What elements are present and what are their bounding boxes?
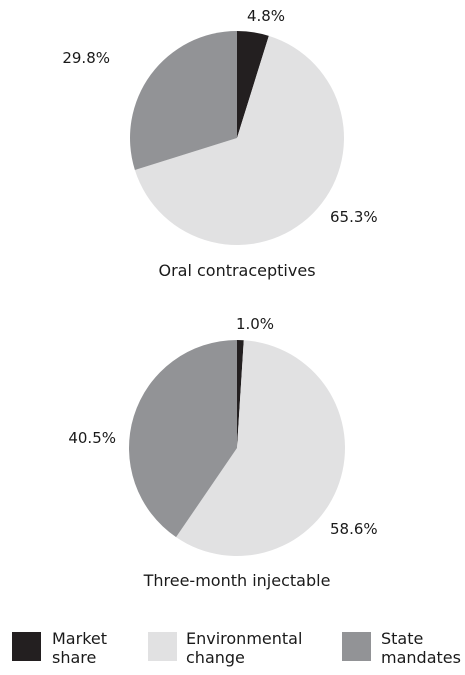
data-label-state-mandates: 40.5% [68, 429, 116, 447]
pie-slice-environmental-change [134, 35, 345, 246]
data-label-market-share: 1.0% [236, 315, 274, 333]
pie-title: Oral contraceptives [158, 261, 315, 280]
legend-swatch [342, 632, 371, 661]
pie-slice-state-mandates [129, 340, 237, 538]
data-label-environmental-change: 65.3% [330, 208, 378, 226]
legend-swatch [148, 632, 177, 661]
data-label-market-share: 4.8% [247, 7, 285, 25]
pie-title: Three-month injectable [143, 571, 331, 590]
pie-slice-market-share [237, 340, 244, 448]
pie-chart-oral-contraceptives: 4.8% 65.3% 29.8% Oral contraceptives [62, 7, 377, 280]
legend-label: change [186, 648, 245, 667]
pie-chart-three-month-injectable: 1.0% 58.6% 40.5% Three-month injectable [68, 315, 377, 590]
pie-slice-market-share [237, 31, 269, 138]
legend-swatch [12, 632, 41, 661]
legend-label: State [381, 629, 423, 648]
data-label-state-mandates: 29.8% [62, 49, 110, 67]
legend-label: Environmental [186, 629, 302, 648]
pie-slice-environmental-change [176, 340, 345, 556]
data-label-environmental-change: 58.6% [330, 520, 378, 538]
legend-label: Market [52, 629, 107, 648]
legend-label: share [52, 648, 96, 667]
legend-label: mandates [381, 648, 461, 667]
pie-slice-state-mandates [130, 31, 237, 170]
